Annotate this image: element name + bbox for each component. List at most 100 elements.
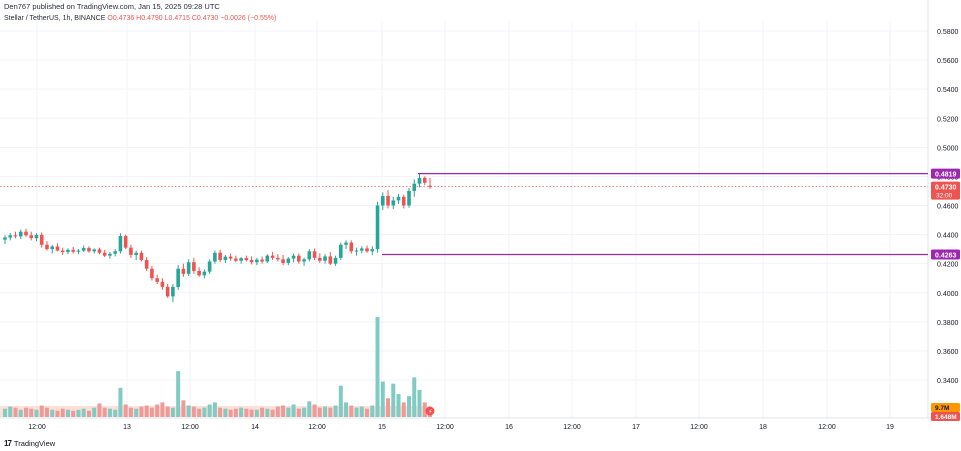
candle-body — [265, 255, 270, 262]
candle-body — [244, 258, 249, 261]
brand-name: TradingView — [13, 439, 56, 448]
grid-lines — [0, 0, 961, 419]
time-axis[interactable]: 12:00 13 12:00 14 12:00 15 12:00 16 12:00 17 12:00… — [28, 424, 894, 431]
replay-icon[interactable]: ⚡ — [425, 406, 435, 416]
volume-bar — [338, 385, 343, 417]
volume-bar — [228, 409, 233, 417]
volume-bar — [302, 407, 307, 417]
candle-body — [417, 177, 422, 184]
volume-bar — [97, 403, 102, 417]
volume-bar — [65, 409, 70, 417]
price-tick-label: 0.5400 — [937, 87, 959, 94]
candle-body — [339, 244, 343, 258]
volume-bar — [354, 407, 359, 417]
volume-bar — [176, 371, 181, 417]
horizontal-levels[interactable] — [0, 173, 928, 256]
candle-body — [333, 257, 338, 264]
candle-body — [380, 196, 385, 206]
level-label-high: 0.4819 — [935, 172, 957, 179]
volume-bar — [18, 409, 23, 417]
volume-bar — [265, 408, 270, 417]
price-tick-label: 0.3800 — [937, 320, 959, 327]
candle-body — [281, 259, 285, 263]
candle-body — [255, 259, 259, 263]
candle-body — [375, 205, 380, 250]
candle-body — [165, 286, 170, 297]
lightning-icon[interactable]: ⚡ — [428, 409, 432, 416]
volume-bar — [39, 405, 44, 417]
volume-bar — [144, 405, 149, 417]
volume-bar — [286, 407, 291, 417]
candle-body — [176, 268, 180, 287]
volume-bar — [202, 407, 207, 417]
candle-body — [249, 260, 254, 263]
level-label-low-bg — [931, 249, 960, 260]
volume-label-current: 1.648M — [935, 414, 957, 421]
volume-bar — [344, 402, 349, 417]
candle-body — [197, 270, 201, 276]
candle-body — [307, 251, 312, 260]
tradingview-logo[interactable]: 17 TradingView — [4, 439, 55, 448]
time-tick-label: 13 — [123, 424, 131, 431]
volume-bar — [212, 402, 217, 417]
candle-body — [318, 257, 322, 261]
volume-bar — [134, 408, 139, 417]
candle-body — [134, 252, 138, 255]
replay-icon-circle[interactable] — [425, 406, 435, 416]
volume-bar — [260, 407, 265, 417]
symbol-name: Stellar / TetherUS, 1h, BINANCE — [4, 15, 106, 22]
candle-body — [218, 252, 222, 261]
volume-labels: 9.7M 1.648M — [931, 403, 960, 421]
volume-bar — [34, 409, 39, 417]
candle-body — [270, 255, 275, 258]
countdown-label: 32:00 — [936, 193, 953, 200]
volume-bar — [291, 404, 296, 417]
candle-body — [186, 262, 191, 274]
volume-label-bg — [931, 412, 960, 421]
candle-body — [391, 200, 396, 206]
time-tick-label: 19 — [886, 424, 894, 431]
price-axis[interactable]: 0.58000.56000.54000.52000.50000.48000.46… — [931, 29, 960, 385]
volume-bar — [380, 381, 385, 417]
publish-info: Den767 published on TradingView.com, Jan… — [4, 2, 220, 11]
candle-body — [24, 231, 28, 236]
candle-body — [359, 248, 364, 251]
volume-bar — [170, 407, 175, 417]
volume-bar — [249, 409, 254, 417]
candle-body — [81, 247, 86, 251]
volume-bar — [370, 405, 375, 417]
volume-bar — [218, 407, 223, 417]
candle-body — [18, 231, 23, 237]
candle-body — [39, 234, 44, 245]
candle-body — [71, 249, 76, 252]
volume-bar — [55, 410, 60, 417]
price-tick-label: 0.3600 — [937, 349, 959, 356]
candle-body — [3, 237, 7, 240]
candle-body — [302, 259, 306, 262]
symbol-legend[interactable]: Stellar / TetherUS, 1h, BINANCE O0.4736 … — [4, 15, 276, 22]
time-tick-label: 17 — [632, 424, 640, 431]
candle-body — [260, 259, 264, 262]
volume-bar — [165, 406, 170, 417]
volume-label-bg — [931, 403, 960, 412]
volume-label-ma: 9.7M — [935, 405, 949, 412]
price-tick-label: 0.5000 — [937, 145, 959, 152]
candle-body — [155, 278, 159, 282]
candle-body — [13, 235, 18, 237]
volume-bar — [391, 383, 396, 417]
last-price-label: 0.4730 — [935, 185, 957, 192]
candle-body — [344, 242, 348, 245]
price-tick-label: 0.4600 — [937, 204, 959, 211]
volume-bar — [275, 406, 280, 417]
volume-bar — [396, 394, 401, 417]
volume-bar — [412, 377, 417, 417]
candle-body — [129, 247, 133, 255]
candle-body — [139, 252, 144, 261]
candle-body — [328, 256, 333, 264]
time-tick-label: 12:00 — [28, 424, 46, 431]
time-tick-label: 12:00 — [563, 424, 581, 431]
candle-body — [150, 268, 154, 279]
volume-bar — [233, 408, 238, 417]
candlestick-series — [3, 173, 432, 303]
